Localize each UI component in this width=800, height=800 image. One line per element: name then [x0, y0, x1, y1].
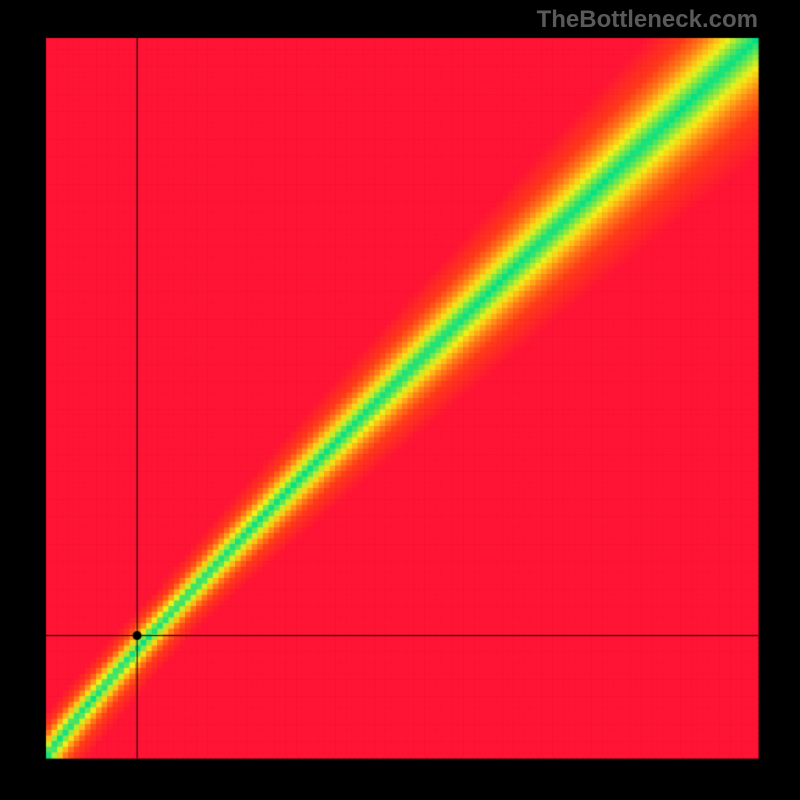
watermark-text: TheBottleneck.com: [537, 6, 758, 34]
chart-container: TheBottleneck.com: [0, 0, 800, 800]
bottleneck-heatmap: [0, 0, 800, 800]
